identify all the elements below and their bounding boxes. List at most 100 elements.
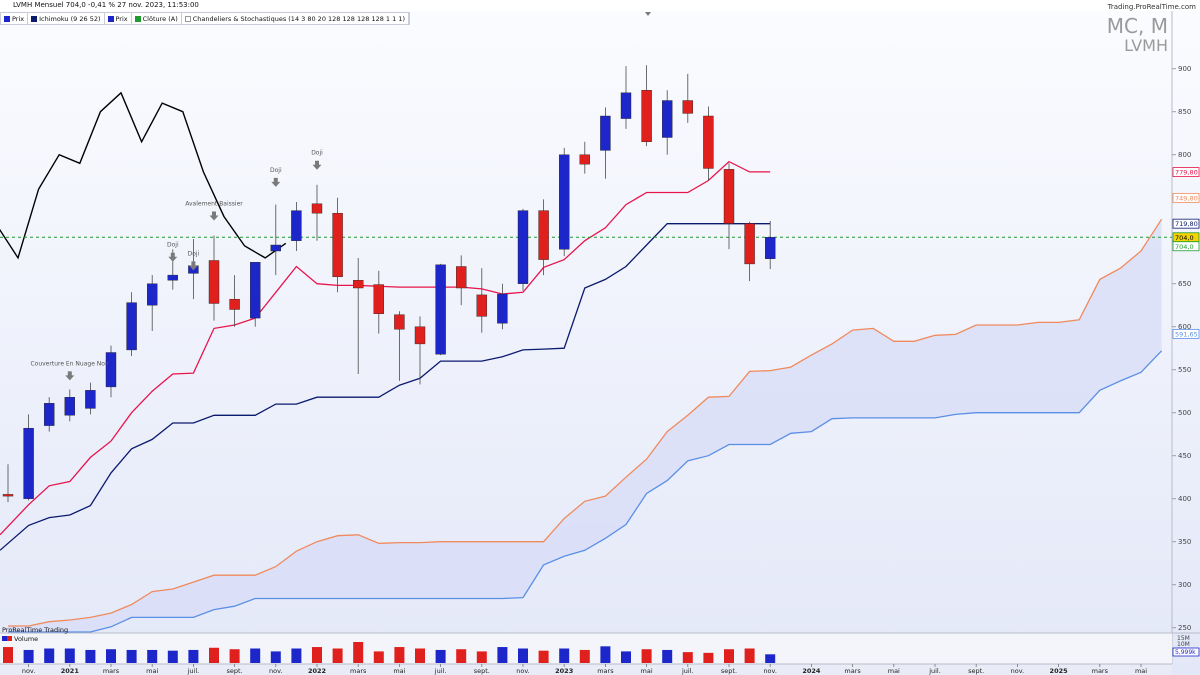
down-arrow-icon xyxy=(168,252,178,262)
pattern-label: Avalement Baissier xyxy=(185,200,243,207)
pattern-label: Couverture En Nuage Noir xyxy=(30,360,109,367)
candle xyxy=(662,90,673,155)
time-tick-label: nov. xyxy=(22,667,36,675)
time-tick-label: mars xyxy=(350,667,367,675)
candle xyxy=(373,270,384,334)
chikou-line xyxy=(0,91,287,260)
tab-close[interactable]: Clôture (A) xyxy=(132,13,182,24)
candle-body xyxy=(703,115,714,169)
candle-body xyxy=(44,403,55,426)
tab-label: Clôture (A) xyxy=(142,14,178,23)
volume-bar xyxy=(167,650,178,663)
volume-bar xyxy=(332,648,343,663)
volume-bar xyxy=(353,641,364,663)
candle xyxy=(249,262,261,327)
candle-body xyxy=(332,212,343,278)
time-tick-label: 2023 xyxy=(555,667,573,675)
time-tick-label: nov. xyxy=(763,667,777,675)
price-color-icon xyxy=(107,15,114,22)
candle-body xyxy=(291,210,302,241)
candle xyxy=(126,292,137,356)
candle xyxy=(579,141,590,174)
candle-body xyxy=(662,100,673,138)
volume-bar xyxy=(147,649,158,663)
title-bar: LVMH Mensuel 704,0 -0,41 % 27 nov. 2023,… xyxy=(0,0,1200,11)
time-tick-label: mars xyxy=(597,667,614,675)
volume-bar xyxy=(44,648,55,663)
price-tag-text: 719,80 xyxy=(1175,220,1198,228)
volume-bar xyxy=(3,647,13,663)
candle xyxy=(394,311,405,381)
candle xyxy=(703,106,714,181)
time-tick-label: mars xyxy=(103,667,120,675)
price-tag-box xyxy=(1172,167,1200,177)
tab-label: Prix xyxy=(12,14,25,23)
price-tick-label: 250 xyxy=(1178,624,1191,632)
volume-label: Volume xyxy=(14,635,38,643)
price-tag-box xyxy=(1172,192,1200,203)
down-arrow-icon xyxy=(188,261,198,271)
candle xyxy=(105,345,117,398)
price-tick-label: 300 xyxy=(1178,581,1191,589)
volume-bar xyxy=(559,648,570,663)
price-tag-text: 749,80 xyxy=(1175,194,1198,202)
price-tag-text: 779,80 xyxy=(1175,169,1198,177)
pattern-label: Doji xyxy=(311,150,323,157)
time-tick-label: 2021 xyxy=(61,667,80,675)
candle xyxy=(311,184,323,241)
volume-panel-label: ProRealTime Trading xyxy=(2,626,68,634)
time-tick-label: 2024 xyxy=(802,667,821,675)
time-tick-label: nov. xyxy=(1011,667,1025,675)
tab-candles-stochastics[interactable]: Chandeliers & Stochastiques (14 3 80 20 … xyxy=(182,13,409,24)
candle-body xyxy=(105,352,117,388)
tab-ichimoku[interactable]: Ichimoku (9 26 52) xyxy=(28,13,105,24)
pattern-label: Doji xyxy=(167,242,179,249)
candle xyxy=(517,208,529,291)
candles xyxy=(2,65,776,503)
senkou-span-b-line xyxy=(8,350,1163,633)
time-tick-label: sept. xyxy=(968,667,984,675)
candle xyxy=(682,73,693,123)
candle xyxy=(229,275,240,327)
pattern-annotation: Doji xyxy=(188,250,200,271)
price-axis: 2503003504004505005506006507007508008509… xyxy=(1172,65,1191,632)
candle xyxy=(291,202,302,252)
time-tick-label: mai xyxy=(1135,667,1147,675)
pattern-label: Doji xyxy=(270,167,282,174)
volume-bar xyxy=(538,650,549,663)
volume-bar xyxy=(682,652,693,663)
volume-bar xyxy=(415,648,425,663)
time-tick-label: juil. xyxy=(434,667,447,675)
candle-body xyxy=(23,427,34,499)
tab-label: Prix xyxy=(115,14,128,23)
candle-body xyxy=(538,210,549,260)
volume-bar xyxy=(518,648,528,663)
candle xyxy=(270,204,281,276)
pattern-label: Doji xyxy=(188,250,200,257)
candle-body xyxy=(476,294,487,317)
candle-body xyxy=(435,264,446,355)
time-tick-label: mars xyxy=(1092,667,1109,675)
tab-price[interactable]: Prix xyxy=(1,13,29,24)
price-tag-text: 591,65 xyxy=(1175,330,1198,338)
candle xyxy=(620,66,632,129)
close-color-icon xyxy=(134,15,141,22)
candle-body xyxy=(600,115,611,151)
candle-body xyxy=(517,210,529,284)
price-tag-box xyxy=(1172,241,1200,252)
candle xyxy=(332,197,343,293)
volume-last-label: 5,999k xyxy=(1175,649,1196,656)
candle xyxy=(538,199,549,276)
candle xyxy=(456,255,467,306)
candle-body xyxy=(229,298,240,310)
price-tag: 704,0 xyxy=(1172,241,1200,252)
volume-bar xyxy=(209,647,219,663)
price-tag: 719,80 xyxy=(1172,218,1200,229)
tab-price-2[interactable]: Prix xyxy=(105,13,132,24)
volume-bar xyxy=(703,652,714,663)
time-tick-label: sept. xyxy=(721,667,737,675)
pattern-annotation: Doji xyxy=(167,242,179,262)
kijun-line xyxy=(0,223,771,551)
senkou-span-a-line xyxy=(8,218,1163,627)
candle-body xyxy=(64,397,76,416)
